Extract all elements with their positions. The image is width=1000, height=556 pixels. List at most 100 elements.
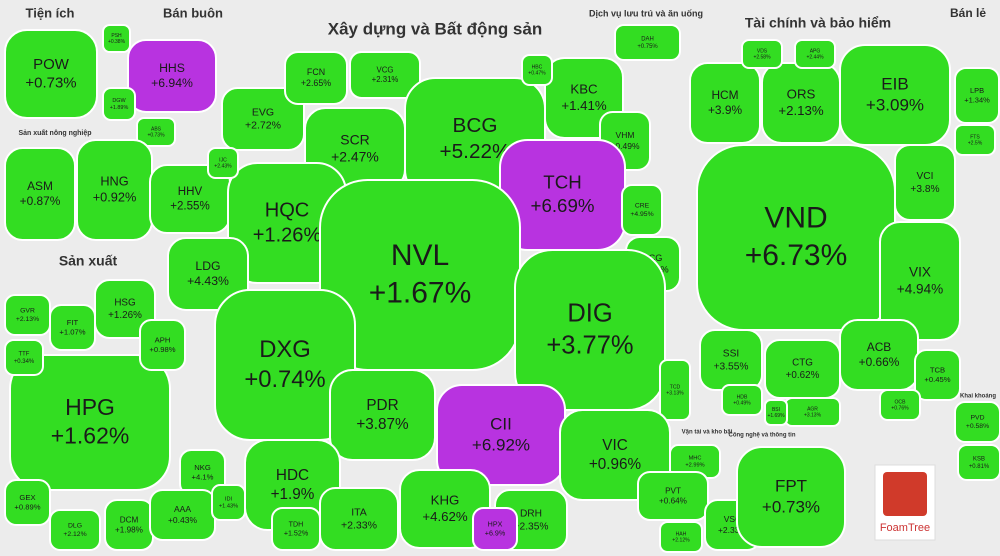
tile-value-label: +3.09% — [866, 96, 924, 115]
group-label: Bán lẻ — [950, 6, 986, 20]
tile — [94, 279, 156, 339]
tile — [167, 237, 249, 311]
tile-ticker: LCG — [644, 253, 663, 263]
tile-ticker: DGW — [112, 98, 126, 104]
group-label: Bán buôn — [163, 5, 223, 20]
tile-ticker: EIB — [881, 74, 908, 93]
tile-ticker: FTS — [970, 134, 980, 140]
tile-ticker: FPT — [775, 476, 807, 495]
logo-text: FoamTree — [880, 522, 930, 534]
tile — [957, 444, 1000, 481]
tile-value-label: +1.62% — [51, 422, 129, 448]
tile-value-label: +2.43% — [214, 164, 232, 170]
tile — [139, 319, 186, 371]
tile — [764, 339, 841, 399]
group-label: Dịch vụ lưu trú và ăn uống — [589, 8, 703, 18]
tile-value-label: +4.62% — [422, 509, 468, 524]
tile-value-label: +6.73% — [745, 239, 848, 272]
tile — [49, 304, 96, 351]
tile-value-label: +6.94% — [151, 76, 193, 90]
tile-value-label: +3.9% — [708, 103, 742, 117]
tile — [102, 87, 136, 121]
tile-ticker: DAH — [641, 37, 654, 43]
tile-value-label: +0.49% — [733, 401, 751, 407]
group-label: Xây dựng và Bất động sản — [328, 19, 542, 38]
tile-value-label: +0.73% — [25, 75, 76, 92]
tile-ticker: PVT — [665, 486, 681, 495]
tile-ticker: HDB — [737, 394, 748, 400]
tile-value-label: +4.1% — [192, 472, 214, 481]
tile — [271, 507, 321, 551]
tile — [4, 479, 51, 526]
tile — [764, 399, 788, 426]
tile-value-label: +2.13% — [778, 103, 824, 118]
tile-value-label: +0.64% — [659, 496, 687, 505]
tile-value-label: +1.98% — [115, 525, 143, 534]
tile-ticker: KBC — [570, 82, 598, 97]
tile-ticker: POW — [33, 56, 70, 73]
tile — [349, 51, 421, 99]
tile — [894, 144, 956, 221]
tile-value-label: +4.43% — [187, 274, 229, 288]
tile — [221, 87, 305, 151]
tile-value-label: +2.47% — [331, 149, 379, 165]
tile — [4, 339, 44, 376]
tile-ticker: LPB — [970, 86, 984, 95]
tile-ticker: VDS — [757, 48, 768, 54]
tile-ticker: HHS — [159, 61, 185, 75]
tile-value-label: +1.9% — [271, 486, 315, 503]
tile-value-label: +1.43% — [219, 504, 238, 510]
tile-ticker: ABS — [151, 126, 162, 132]
tile-ticker: AGR — [807, 406, 818, 412]
tile-value-label: +0.73% — [147, 133, 165, 139]
tile — [954, 401, 1000, 443]
tile-ticker: HQC — [265, 199, 310, 221]
logo-icon — [883, 472, 927, 516]
tile-ticker: HPX — [488, 521, 503, 529]
tile — [721, 384, 763, 416]
tile-value-label: +2.35% — [514, 521, 549, 532]
tile-ticker: DLG — [68, 523, 82, 530]
tile-ticker: DCM — [120, 515, 139, 524]
tile — [136, 117, 176, 147]
tile-ticker: VIX — [909, 264, 931, 279]
tile-ticker: FCN — [307, 67, 325, 77]
tile — [614, 24, 681, 61]
tile-value-label: +6.92% — [472, 436, 530, 455]
tile-value-label: +1.89% — [110, 105, 129, 111]
tile-value-label: +0.47% — [528, 71, 546, 77]
tile-ticker: TDH — [289, 521, 304, 529]
tile-value-label: +1.67% — [369, 276, 472, 309]
tile — [521, 54, 553, 86]
tile-value-label: +1.26% — [253, 224, 322, 246]
tile-ticker: GVR — [20, 308, 35, 315]
tile-value-label: +0.76% — [891, 406, 909, 412]
tile-ticker: HDC — [276, 467, 309, 484]
tile-ticker: VCG — [377, 65, 394, 74]
tile — [839, 44, 951, 146]
tile — [211, 484, 246, 521]
tile-value-label: +0.45% — [924, 375, 950, 384]
tile-ticker: ITA — [351, 506, 367, 518]
tile-ticker: AAA — [174, 504, 191, 514]
tile — [4, 147, 76, 241]
tile-value-label: +3.13% — [666, 391, 684, 397]
tile-ticker: SSI — [723, 349, 739, 360]
tile — [102, 24, 131, 53]
tile-ticker: HNG — [100, 174, 128, 189]
tile-ticker: CRE — [635, 203, 650, 210]
tile-value-label: +5.22% — [440, 140, 511, 163]
group-label: Vận tải và kho bãi — [682, 430, 733, 436]
tile-ticker: TCB — [930, 365, 945, 374]
tile — [284, 51, 348, 105]
tile-ticker: IDI — [225, 497, 233, 503]
tile-value-label: +0.49% — [610, 141, 640, 151]
tile-value-label: +2.55% — [170, 201, 209, 213]
tile — [207, 147, 239, 179]
tile-ticker: IJC — [219, 157, 227, 163]
tile-ticker: HSG — [114, 298, 135, 309]
tile-value-label: +6.69% — [531, 195, 595, 216]
tile-value-label: +0.74% — [244, 366, 325, 393]
tile-ticker: PSH — [111, 33, 122, 39]
tile — [879, 221, 961, 341]
